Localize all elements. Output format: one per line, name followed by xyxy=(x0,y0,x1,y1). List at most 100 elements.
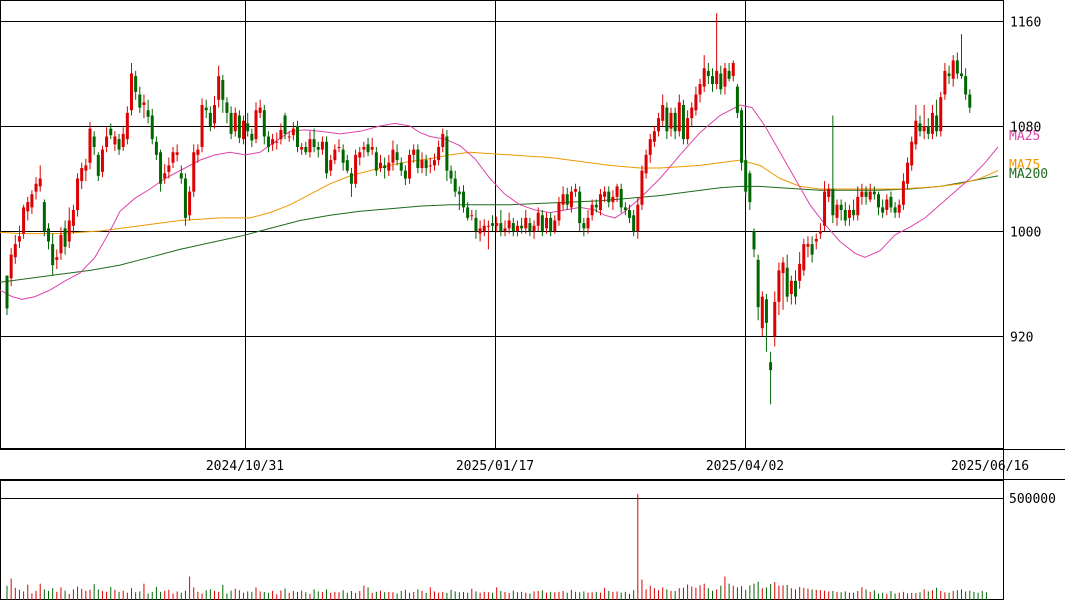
candle-body xyxy=(831,189,835,216)
candle-body xyxy=(885,199,889,210)
candle-body xyxy=(889,196,893,208)
candle-body xyxy=(325,141,329,174)
candle-body xyxy=(354,154,358,184)
candle-body xyxy=(105,136,109,147)
candle-body xyxy=(482,225,486,231)
candle-body xyxy=(715,70,719,84)
candlestick xyxy=(420,152,424,174)
candle-body xyxy=(495,223,499,226)
candle-body xyxy=(711,76,714,84)
candlestick xyxy=(731,60,735,82)
candlestick xyxy=(26,196,30,221)
candlestick xyxy=(669,107,673,137)
candlestick xyxy=(486,220,490,250)
candle-body xyxy=(237,115,241,138)
candle-body xyxy=(868,191,872,200)
candle-body xyxy=(947,73,951,77)
candle-body xyxy=(179,173,183,179)
candle-body xyxy=(213,105,216,124)
candle-body xyxy=(499,223,503,231)
candle-body xyxy=(26,202,30,212)
candle-body xyxy=(856,196,860,216)
candle-body xyxy=(142,102,146,105)
candle-body xyxy=(897,204,901,213)
volume-tick-label: 500000 xyxy=(1009,492,1056,507)
candlestick xyxy=(117,133,121,155)
candle-body xyxy=(167,165,171,172)
candlestick xyxy=(362,141,366,158)
candle-body xyxy=(515,225,519,231)
legend-ma200: MA200 xyxy=(1009,167,1048,182)
candle-body xyxy=(644,154,648,174)
candlestick xyxy=(262,105,266,145)
candlestick xyxy=(188,186,192,221)
candlestick xyxy=(727,63,731,82)
candlestick xyxy=(889,191,893,213)
candlestick xyxy=(80,162,84,189)
candle-body xyxy=(254,110,258,140)
candlestick xyxy=(349,168,353,197)
candlestick xyxy=(84,158,88,182)
candle-body xyxy=(395,152,399,161)
candlestick xyxy=(947,65,951,84)
candle-body xyxy=(719,73,723,90)
candlestick xyxy=(445,129,449,182)
candlestick xyxy=(171,147,175,168)
candlestick xyxy=(246,112,250,137)
candle-body xyxy=(955,60,959,74)
candlestick xyxy=(764,294,768,352)
candlestick xyxy=(744,154,748,197)
candlestick xyxy=(781,257,785,310)
candlestick xyxy=(598,189,602,216)
candle-body xyxy=(574,189,578,192)
candlestick xyxy=(345,154,349,174)
y-tick-label: 1160 xyxy=(1010,16,1041,31)
candlestick xyxy=(366,137,370,157)
candlestick xyxy=(657,112,661,137)
candlestick xyxy=(196,144,200,163)
candle-body xyxy=(71,210,75,226)
candlestick xyxy=(208,106,212,132)
candle-body xyxy=(823,191,827,226)
candlestick xyxy=(76,173,80,217)
candlestick xyxy=(856,186,860,221)
candlestick xyxy=(437,140,441,166)
candlestick xyxy=(603,186,607,203)
candle-body xyxy=(798,263,802,281)
candle-body xyxy=(428,165,432,167)
ma25-line xyxy=(0,104,999,300)
candle-body xyxy=(387,162,391,171)
candle-body xyxy=(453,178,457,192)
candlestick xyxy=(740,107,744,171)
candle-body xyxy=(615,186,619,197)
candle-body xyxy=(217,76,221,100)
candlestick xyxy=(524,210,528,234)
candle-body xyxy=(731,63,735,77)
candle-body xyxy=(586,217,590,229)
ma200-line xyxy=(0,175,999,283)
candlestick xyxy=(847,204,851,226)
candle-body xyxy=(329,160,333,171)
candlestick xyxy=(935,99,939,137)
candlestick xyxy=(814,233,818,250)
candle-body xyxy=(785,267,789,297)
candle-body xyxy=(163,173,167,179)
candlestick xyxy=(864,186,868,205)
candlestick xyxy=(756,254,760,321)
candlestick xyxy=(922,105,926,140)
candle-body xyxy=(590,204,594,216)
candle-body xyxy=(528,223,532,231)
candle-body xyxy=(462,191,465,208)
candle-body xyxy=(121,133,125,147)
candle-body xyxy=(735,86,739,113)
candlestick xyxy=(532,220,536,239)
candlestick xyxy=(217,65,221,108)
candle-body xyxy=(80,168,84,182)
candle-body xyxy=(416,149,420,168)
candle-body xyxy=(922,126,926,132)
candle-body xyxy=(204,107,208,111)
candle-body xyxy=(561,194,565,205)
volume-bars xyxy=(6,493,987,600)
